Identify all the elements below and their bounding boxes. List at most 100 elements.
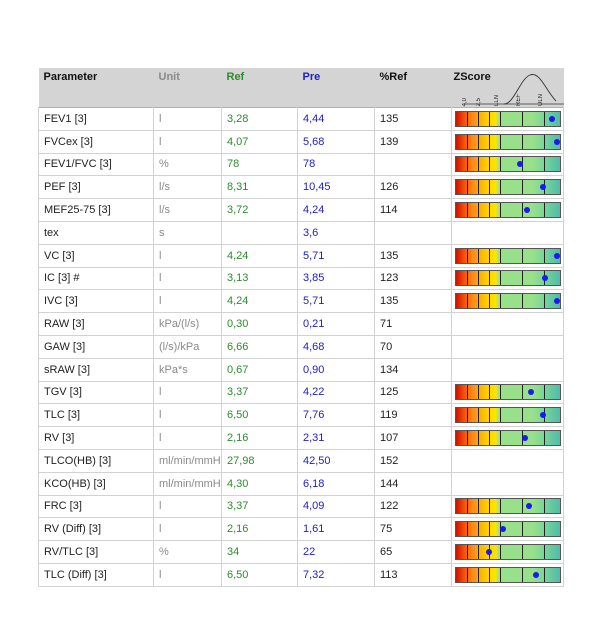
zscore-tick xyxy=(522,271,523,286)
cell-zscore xyxy=(451,540,564,564)
cell-unit: l xyxy=(153,562,222,587)
zscore-tick xyxy=(522,294,523,309)
zscore-tick xyxy=(478,134,479,149)
cell-ref: 3,72 xyxy=(221,198,298,222)
zscore-tick xyxy=(467,567,468,582)
table-row: TLC [3] l 6,50 7,76 119 xyxy=(38,403,564,428)
cell-parameter: sRAW [3] xyxy=(38,357,154,382)
cell-parameter: TGV [3] xyxy=(38,380,154,405)
cell-parameter: FVCex [3] xyxy=(38,129,154,154)
cell-pre: 10,45 xyxy=(297,175,375,200)
cell-pct-ref: 122 xyxy=(374,494,452,519)
zscore-tick xyxy=(489,431,490,446)
zscore-tick xyxy=(489,111,490,126)
cell-pre: 6,18 xyxy=(297,471,375,496)
zscore-tick xyxy=(478,408,479,423)
table-row: GAW [3] (l/s)/kPa 6,66 4,68 70 xyxy=(38,334,564,359)
cell-pre: 4,24 xyxy=(297,198,375,222)
zscore-tick xyxy=(478,522,479,537)
zscore-header: ZScore 4,0 2,5 LLN REF ULN xyxy=(452,71,564,107)
cell-pct-ref: 139 xyxy=(374,129,452,154)
zscore-tick xyxy=(500,545,501,560)
zscore-tick xyxy=(544,248,545,263)
cell-ref: 4,30 xyxy=(221,471,298,496)
zscore-tick xyxy=(489,248,490,263)
zscore-tick xyxy=(478,111,479,126)
cell-zscore xyxy=(451,220,564,245)
zscore-tick xyxy=(478,271,479,286)
cell-pct-ref: 135 xyxy=(374,243,452,268)
cell-unit: l xyxy=(153,266,222,291)
cell-zscore xyxy=(451,152,564,177)
cell-pre: 5,71 xyxy=(297,243,375,268)
zscore-bar xyxy=(455,133,561,150)
cell-unit: l/s xyxy=(153,175,222,200)
cell-zscore xyxy=(451,198,564,222)
zscore-tick xyxy=(544,431,545,446)
zscore-scale-uln: ULN xyxy=(537,93,544,106)
zscore-tick xyxy=(478,385,479,400)
zscore-tick xyxy=(544,294,545,309)
table-row: KCO(HB) [3] ml/min/mmHg 4,30 6,18 144 xyxy=(38,471,564,496)
zscore-bar xyxy=(455,498,561,515)
table-row: TGV [3] l 3,37 4,22 125 xyxy=(38,380,564,405)
lung-function-report: Parameter Unit Ref Pre %Ref ZScore 4,0 2… xyxy=(38,68,564,587)
cell-pct-ref: 71 xyxy=(374,312,452,336)
cell-pre: 4,09 xyxy=(297,494,375,519)
cell-ref: 4,07 xyxy=(221,129,298,154)
table-row: RV [3] l 2,16 2,31 107 xyxy=(38,426,564,450)
cell-zscore xyxy=(451,175,564,200)
zscore-tick xyxy=(500,203,501,218)
zscore-tick xyxy=(467,385,468,400)
cell-parameter: RV/TLC [3] xyxy=(38,540,154,564)
zscore-tick xyxy=(522,522,523,537)
zscore-tick xyxy=(544,134,545,149)
zscore-bar xyxy=(455,293,561,310)
zscore-marker xyxy=(517,161,524,168)
cell-pre: 4,68 xyxy=(297,334,375,359)
cell-unit: l xyxy=(153,426,222,450)
zscore-marker xyxy=(533,571,540,578)
cell-pre: 7,76 xyxy=(297,403,375,428)
zscore-marker xyxy=(553,138,560,145)
cell-zscore xyxy=(451,129,564,154)
zscore-tick xyxy=(467,431,468,446)
zscore-tick xyxy=(489,385,490,400)
cell-zscore xyxy=(451,107,564,131)
zscore-tick xyxy=(467,271,468,286)
cell-unit: l/s xyxy=(153,198,222,222)
cell-pct-ref xyxy=(374,220,452,245)
cell-ref: 3,37 xyxy=(221,494,298,519)
zscore-tick xyxy=(544,157,545,172)
zscore-marker xyxy=(542,275,549,282)
col-header-unit: Unit xyxy=(153,68,222,108)
cell-zscore xyxy=(451,357,564,382)
table-row: TLC (Diff) [3] l 6,50 7,32 113 xyxy=(38,562,564,587)
cell-pre: 3,85 xyxy=(297,266,375,291)
cell-pct-ref: 144 xyxy=(374,471,452,496)
cell-parameter: VC [3] xyxy=(38,243,154,268)
results-table: Parameter Unit Ref Pre %Ref ZScore 4,0 2… xyxy=(38,68,564,587)
zscore-tick xyxy=(478,294,479,309)
zscore-bar xyxy=(455,156,561,173)
cell-unit: l xyxy=(153,129,222,154)
zscore-tick xyxy=(544,545,545,560)
zscore-bar xyxy=(455,202,561,219)
cell-zscore xyxy=(451,426,564,450)
cell-pre: 1,61 xyxy=(297,517,375,542)
cell-pre: 3,6 xyxy=(297,220,375,245)
cell-pct-ref: 119 xyxy=(374,403,452,428)
cell-pre: 78 xyxy=(297,152,375,177)
zscore-marker xyxy=(525,503,532,510)
cell-zscore xyxy=(451,312,564,336)
zscore-scale-2-5: 2,5 xyxy=(475,97,482,106)
cell-parameter: RAW [3] xyxy=(38,312,154,336)
table-row: MEF25-75 [3] l/s 3,72 4,24 114 xyxy=(38,198,564,222)
zscore-tick xyxy=(467,248,468,263)
cell-parameter: RV (Diff) [3] xyxy=(38,517,154,542)
cell-unit: % xyxy=(153,152,222,177)
zscore-bar xyxy=(455,430,561,447)
cell-zscore xyxy=(451,289,564,314)
cell-ref: 78 xyxy=(221,152,298,177)
table-row: PEF [3] l/s 8,31 10,45 126 xyxy=(38,175,564,200)
